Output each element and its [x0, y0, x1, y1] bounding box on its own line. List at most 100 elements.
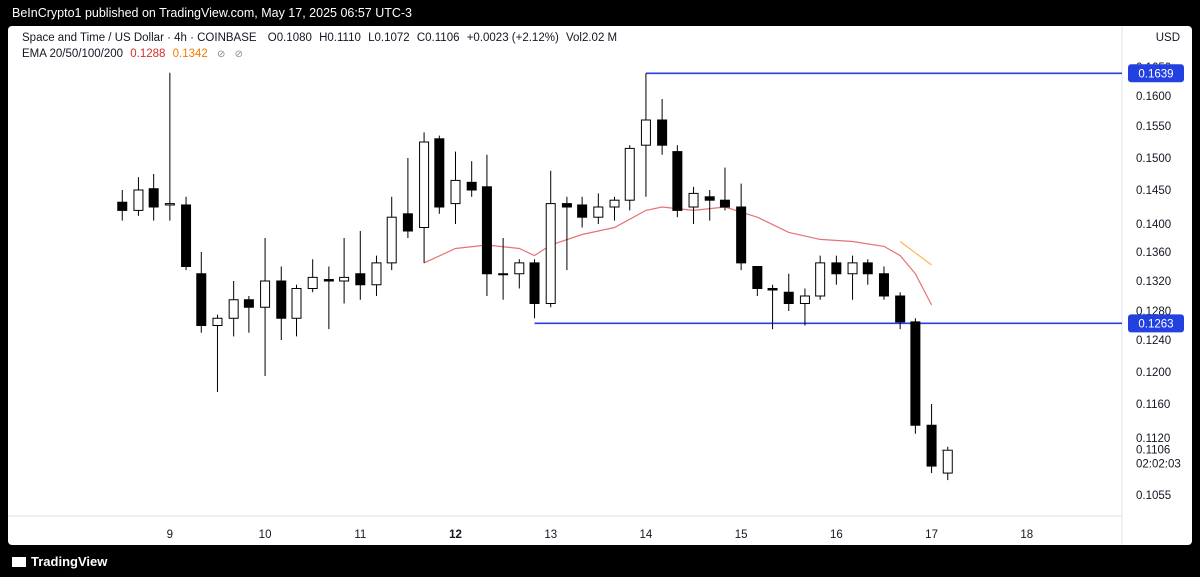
- ema-indicator-label[interactable]: EMA 20/50/100/200: [22, 48, 124, 60]
- x-tick-label: 15: [735, 529, 748, 541]
- x-tick-label: 17: [925, 529, 938, 541]
- top-bar: BeInCrypto1 published on TradingView.com…: [0, 0, 1200, 26]
- ema-50-value: 0.1342: [172, 48, 208, 60]
- candle-body[interactable]: [148, 188, 159, 208]
- candle-body[interactable]: [355, 273, 366, 286]
- y-tick-label: 0.1200: [1136, 367, 1171, 379]
- candle-body[interactable]: [736, 206, 747, 264]
- candle-body[interactable]: [561, 203, 572, 208]
- candle-body[interactable]: [228, 299, 239, 319]
- candle-body[interactable]: [624, 147, 635, 201]
- candle-body[interactable]: [799, 295, 810, 304]
- candle-body[interactable]: [593, 206, 604, 218]
- candle-body[interactable]: [545, 203, 556, 305]
- candle-body[interactable]: [434, 138, 445, 208]
- ema-20-line: [423, 206, 933, 306]
- y-tick-label: 0.1550: [1136, 121, 1171, 133]
- candle-body[interactable]: [133, 189, 144, 211]
- candle-body[interactable]: [752, 266, 763, 289]
- currency-label[interactable]: USD: [1155, 32, 1180, 44]
- candle-body[interactable]: [514, 262, 525, 275]
- tradingview-logo-icon: [12, 557, 26, 567]
- candle-body[interactable]: [640, 119, 651, 146]
- candle-body[interactable]: [910, 321, 921, 426]
- candle-body[interactable]: [323, 279, 334, 282]
- candle-body[interactable]: [181, 204, 192, 268]
- tradingview-logo[interactable]: TradingView: [12, 554, 107, 569]
- candle-body[interactable]: [291, 288, 302, 319]
- current-price-label: 0.1106: [1136, 444, 1170, 456]
- open-value: O0.1080: [267, 32, 312, 44]
- bar-countdown-label: 02:02:03: [1136, 458, 1181, 470]
- candle-body[interactable]: [942, 449, 953, 474]
- candle-body[interactable]: [862, 262, 873, 275]
- y-tick-label: 0.1055: [1136, 490, 1171, 502]
- candle-body[interactable]: [196, 273, 207, 326]
- candle-body[interactable]: [419, 141, 430, 228]
- candle-body[interactable]: [402, 213, 413, 232]
- candle-body[interactable]: [307, 276, 318, 289]
- x-tick-label: 10: [259, 529, 272, 541]
- x-tick-label: 9: [167, 529, 173, 541]
- y-tick-label: 0.1360: [1136, 247, 1171, 259]
- candle-body[interactable]: [371, 262, 382, 286]
- y-tick-label: 0.1600: [1136, 91, 1171, 103]
- change-value: +0.0023 (+2.12%): [466, 32, 559, 44]
- x-tick-label: 12: [449, 529, 462, 541]
- candle-body[interactable]: [831, 262, 842, 275]
- low-value: L0.1072: [368, 32, 410, 44]
- candle-body[interactable]: [450, 179, 461, 205]
- candle-body[interactable]: [164, 203, 175, 206]
- hide-indicator-icon[interactable]: ⊘: [217, 49, 226, 60]
- candle-body[interactable]: [260, 280, 271, 308]
- candle-body[interactable]: [529, 262, 540, 304]
- candle-body[interactable]: [657, 119, 668, 146]
- candle-body[interactable]: [577, 204, 588, 218]
- y-tick-label: 0.1500: [1136, 153, 1171, 165]
- y-tick-label: 0.1320: [1136, 276, 1171, 288]
- y-tick-label: 0.1160: [1136, 399, 1170, 411]
- candle-body[interactable]: [704, 196, 715, 201]
- candle-body[interactable]: [847, 262, 858, 275]
- candle-body[interactable]: [926, 424, 937, 467]
- candle-body[interactable]: [498, 273, 509, 276]
- candle-body[interactable]: [688, 192, 699, 208]
- close-value: C0.1106: [416, 32, 460, 44]
- hide-indicator-icon[interactable]: ⊘: [234, 49, 243, 60]
- candle-body[interactable]: [672, 151, 683, 211]
- level-price-tag: [1128, 314, 1184, 333]
- candle-body[interactable]: [895, 295, 906, 323]
- candle-body[interactable]: [243, 299, 254, 308]
- candle-body[interactable]: [212, 317, 223, 326]
- price-chart[interactable]: 0.16500.16000.15500.15000.14500.14000.13…: [8, 26, 1192, 545]
- candle-body[interactable]: [481, 186, 492, 275]
- candle-body[interactable]: [117, 201, 128, 211]
- candle-body[interactable]: [767, 288, 778, 291]
- candle-body[interactable]: [783, 291, 794, 304]
- high-value: H0.1110: [319, 32, 361, 44]
- x-tick-label: 11: [354, 529, 366, 541]
- level-price-label: 0.1639: [1138, 68, 1173, 80]
- publisher-attribution: BeInCrypto1 published on TradingView.com…: [12, 6, 412, 20]
- candle-body[interactable]: [719, 199, 730, 208]
- chart-panel[interactable]: 0.16500.16000.15500.15000.14500.14000.13…: [8, 26, 1192, 545]
- x-tick-label: 16: [830, 529, 843, 541]
- y-tick-label: 0.1120: [1136, 433, 1170, 445]
- y-tick-label: 0.1450: [1136, 185, 1171, 197]
- candle-body[interactable]: [815, 262, 826, 297]
- level-price-label: 0.1263: [1138, 318, 1173, 330]
- candle-body[interactable]: [339, 276, 350, 282]
- candle-body[interactable]: [609, 199, 620, 208]
- level-price-tag: [1128, 64, 1184, 83]
- ema-20-value: 0.1288: [130, 48, 166, 60]
- volume-value: Vol2.02 M: [565, 32, 618, 44]
- candle-body[interactable]: [878, 273, 889, 297]
- symbol-title[interactable]: Space and Time / US Dollar · 4h · COINBA…: [22, 32, 257, 44]
- x-tick-label: 18: [1020, 529, 1033, 541]
- y-tick-label: 0.1240: [1136, 335, 1171, 347]
- y-tick-label: 0.1400: [1136, 219, 1171, 231]
- candle-body[interactable]: [386, 216, 397, 264]
- candle-body[interactable]: [466, 181, 477, 191]
- ema-50-line: [899, 241, 932, 266]
- candle-body[interactable]: [276, 280, 287, 319]
